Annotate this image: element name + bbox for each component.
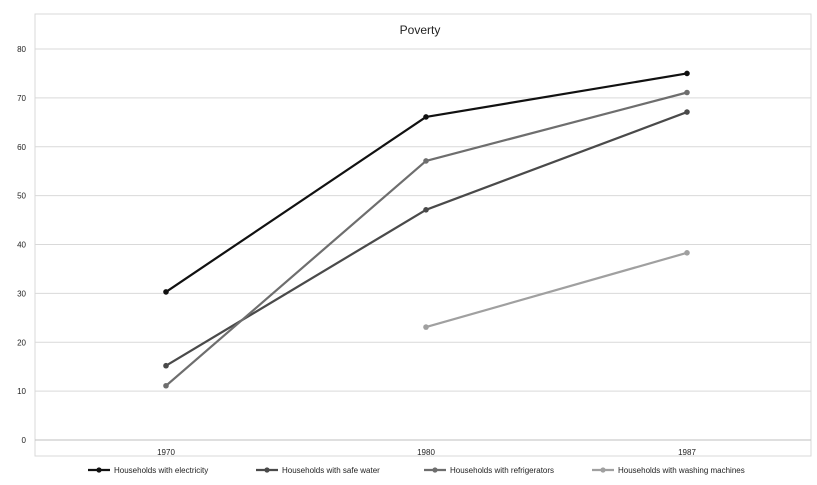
plot-area-border bbox=[34, 13, 812, 457]
y-tick-label: 40 bbox=[17, 241, 26, 250]
legend-marker bbox=[600, 467, 606, 473]
legend: Households with electricity Households wi… bbox=[88, 466, 745, 475]
x-tick-label: 1987 bbox=[678, 448, 696, 457]
data-point bbox=[684, 109, 690, 115]
y-tick-label: 30 bbox=[17, 289, 26, 298]
series-lines bbox=[163, 70, 690, 389]
chart-title: Poverty bbox=[400, 23, 441, 37]
legend-label: Households with electricity bbox=[114, 466, 208, 475]
data-point bbox=[163, 382, 169, 389]
legend-label: Households with washing machines bbox=[618, 466, 745, 475]
y-tick-label: 10 bbox=[17, 387, 26, 396]
data-point bbox=[423, 158, 429, 164]
series-line bbox=[424, 251, 689, 329]
series-line bbox=[164, 72, 689, 294]
data-point bbox=[423, 206, 429, 213]
data-point bbox=[684, 89, 690, 96]
y-tick-label: 80 bbox=[17, 45, 26, 54]
legend-marker bbox=[432, 467, 438, 473]
x-tick-label: 1980 bbox=[417, 448, 435, 457]
legend-label: Households with refrigerators bbox=[450, 466, 554, 475]
data-point bbox=[163, 362, 169, 369]
y-tick-label: 70 bbox=[17, 94, 26, 103]
legend-marker bbox=[96, 467, 102, 473]
y-tick-label: 0 bbox=[22, 436, 27, 445]
legend-marker bbox=[264, 467, 270, 473]
gridlines bbox=[35, 48, 811, 441]
legend-label: Households with safe water bbox=[282, 466, 380, 475]
y-tick-label: 60 bbox=[17, 143, 26, 152]
data-point bbox=[423, 114, 429, 120]
data-point bbox=[163, 289, 169, 295]
x-tick-label: 1970 bbox=[157, 448, 175, 457]
data-point bbox=[684, 70, 690, 77]
axes: 0 10 20 30 40 50 60 70 80 1970 1980 1987 bbox=[17, 45, 696, 457]
y-tick-label: 20 bbox=[17, 338, 26, 347]
data-point bbox=[423, 324, 429, 330]
y-tick-label: 50 bbox=[17, 192, 26, 201]
data-point bbox=[684, 250, 690, 256]
